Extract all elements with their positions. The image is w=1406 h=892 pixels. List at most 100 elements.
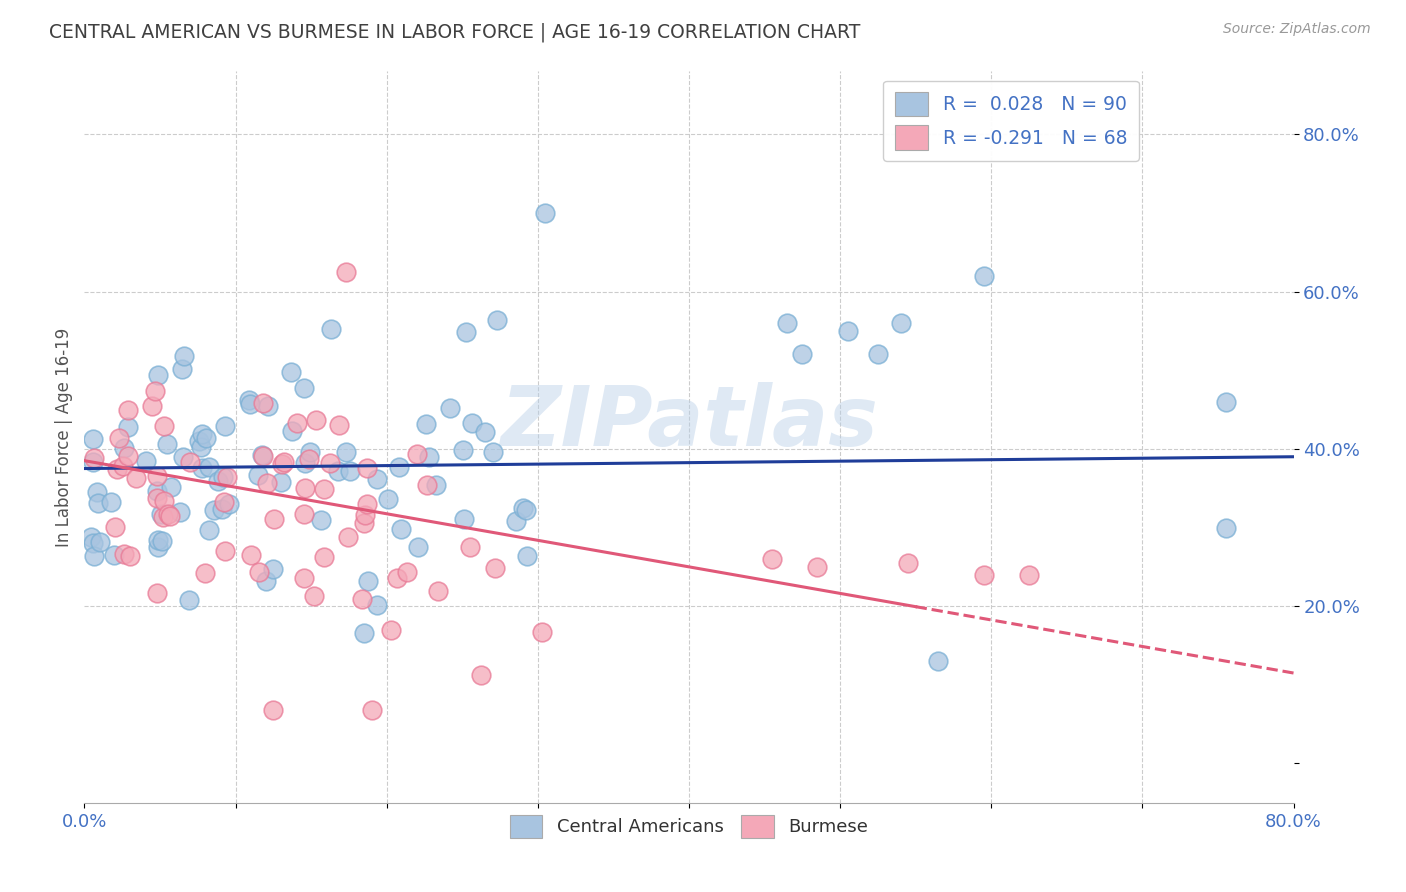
Point (1215, 520, 1237, 534)
Point (104, 520, 127, 534)
Point (179, 455, 201, 469)
Point (270, 475, 292, 489)
Text: CENTRAL AMERICAN VS BURMESE IN LABOR FORCE | AGE 16-19 CORRELATION CHART: CENTRAL AMERICAN VS BURMESE IN LABOR FOR… (49, 22, 860, 42)
Point (211, 501, 233, 516)
Point (534, 206, 557, 220)
Point (458, 540, 481, 554)
Point (252, 449, 274, 463)
Point (1215, 394, 1237, 409)
Point (292, 381, 315, 395)
Point (339, 464, 361, 478)
Point (427, 583, 450, 598)
Point (134, 454, 156, 468)
Point (761, 552, 783, 566)
Point (515, 503, 537, 517)
Point (160, 480, 183, 494)
Point (516, 549, 538, 563)
Point (356, 497, 378, 511)
Point (82, 432, 104, 446)
Point (112, 459, 135, 474)
Point (406, 447, 429, 461)
Point (281, 425, 304, 439)
Point (454, 325, 477, 339)
Point (250, 448, 273, 462)
Point (973, 268, 995, 283)
Point (292, 507, 315, 521)
Point (298, 445, 321, 459)
Point (194, 431, 217, 445)
Point (461, 417, 484, 431)
Point (897, 556, 920, 570)
Point (280, 365, 302, 379)
Point (319, 456, 342, 470)
Point (271, 457, 294, 471)
Point (105, 462, 128, 476)
Point (191, 426, 214, 441)
Point (86, 485, 108, 500)
Point (112, 442, 135, 456)
Point (314, 550, 336, 565)
Point (100, 495, 122, 509)
Point (453, 512, 475, 526)
Point (212, 495, 235, 509)
Point (247, 565, 270, 579)
Point (202, 503, 225, 517)
Point (776, 316, 799, 330)
Point (294, 456, 316, 470)
Point (173, 349, 195, 363)
Point (148, 533, 170, 547)
Point (150, 507, 173, 521)
Point (146, 484, 169, 499)
Point (312, 482, 335, 496)
Point (309, 513, 332, 527)
Point (337, 529, 360, 543)
Point (396, 565, 419, 579)
Point (170, 362, 193, 376)
Point (156, 437, 179, 451)
Point (159, 509, 181, 524)
Point (366, 599, 388, 613)
Point (1018, 567, 1040, 582)
Point (153, 494, 176, 508)
Point (388, 460, 411, 475)
Point (146, 491, 169, 506)
Point (806, 559, 828, 574)
Point (240, 548, 263, 562)
Point (214, 418, 236, 433)
Point (380, 623, 402, 637)
Point (82, 536, 104, 550)
Point (335, 445, 357, 459)
Point (451, 442, 474, 457)
Point (328, 418, 350, 433)
Point (531, 624, 554, 639)
Point (927, 654, 949, 668)
Point (415, 417, 437, 432)
Point (792, 347, 814, 361)
Point (418, 450, 440, 465)
Point (256, 475, 278, 490)
Point (350, 591, 373, 606)
Point (890, 316, 912, 330)
Point (263, 512, 285, 526)
Point (256, 399, 278, 413)
Point (103, 548, 125, 562)
Point (484, 561, 506, 575)
Point (125, 471, 148, 485)
Point (866, 347, 889, 361)
Point (141, 399, 163, 413)
Point (143, 384, 166, 399)
Point (150, 533, 173, 548)
Point (439, 401, 461, 415)
Point (262, 703, 284, 717)
Point (146, 540, 169, 554)
Point (146, 585, 169, 599)
Point (357, 574, 380, 588)
Point (406, 540, 429, 554)
Point (512, 500, 534, 515)
Point (89, 535, 111, 549)
Point (389, 522, 412, 536)
Point (191, 461, 214, 475)
Point (482, 445, 505, 459)
Point (238, 392, 260, 407)
Point (366, 472, 388, 486)
